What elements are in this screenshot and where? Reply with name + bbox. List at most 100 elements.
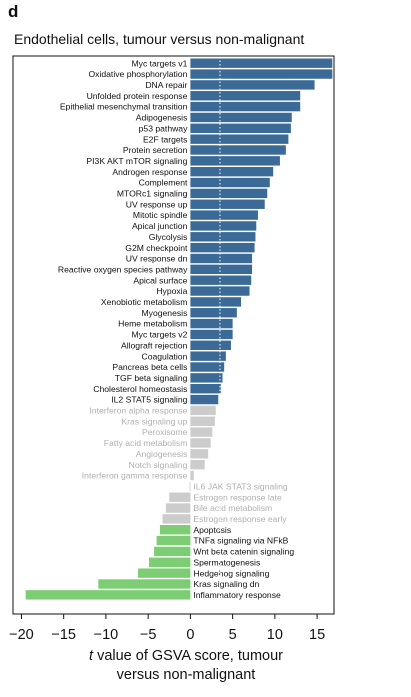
bar-fatty-acid-metabolism [190, 438, 211, 448]
category-label: Spermatogenesis [193, 557, 260, 567]
bar-g2m-checkpoint [190, 242, 255, 253]
bar-adipogenesis [190, 112, 292, 123]
bar-androgen-response [190, 167, 274, 177]
category-label: Adipogenesis [136, 113, 188, 123]
bar-myc-targets-v2 [190, 329, 233, 340]
bar-pancreas-beta-cells [190, 362, 225, 372]
bar-e2f-targets [190, 134, 289, 144]
bar-tgf-beta-signaling [190, 373, 223, 383]
bar-p53-pathway [190, 123, 291, 133]
category-label: Protein secretion [123, 145, 188, 155]
bar-inflammatory-response [25, 590, 191, 600]
category-label: Apoptosis [193, 525, 231, 535]
x-axis-label-line1: t value of GSVA score, tumour [89, 648, 283, 664]
category-label: IL2 STAT5 signaling [111, 395, 187, 405]
category-label: Kras signaling dn [193, 579, 259, 589]
x-axis-label-line2: versus non-malignant [116, 667, 256, 683]
category-label: Interferon alpha response [89, 406, 187, 416]
bar-bile-acid-metabolism [165, 503, 191, 513]
bar-il6-jak-stat3-signaling [189, 481, 191, 492]
bar-xenobiotic-metabolism [190, 297, 242, 307]
bar-dna-repair [190, 80, 315, 90]
category-label: UV response dn [126, 254, 188, 264]
category-label: Hypoxia [156, 286, 187, 296]
category-label: TNFa signaling via NFkB [193, 536, 288, 546]
bar-heme-metabolism [190, 318, 233, 329]
category-label: MTORc1 signaling [117, 189, 188, 199]
category-label: Bile acid metabolism [193, 503, 272, 513]
plot-frame [12, 55, 335, 615]
bar-uv-response-dn [190, 253, 253, 264]
category-label: Unfolded protein response [87, 91, 188, 101]
bar-apical-surface [190, 275, 252, 285]
bar-spermatogenesis [149, 557, 191, 567]
bar-peroxisome [190, 427, 213, 437]
bar-wnt-beta-catenin-signaling [154, 546, 191, 557]
category-label: Inflammatory response [193, 590, 281, 600]
category-label: Wnt beta catenin signaling [193, 547, 294, 557]
bar-glycolysis [190, 232, 256, 242]
category-label: UV response up [126, 199, 188, 209]
category-label: Kras signaling up [121, 416, 187, 426]
bar-notch-signaling [190, 459, 205, 470]
category-label: Myogenesis [142, 308, 188, 318]
category-label: PI3K AKT mTOR signaling [86, 156, 187, 166]
bar-kras-signaling-up [190, 416, 215, 426]
bars-layer [25, 58, 333, 600]
bar-kras-signaling-dn [98, 579, 191, 589]
category-label: Apical junction [132, 221, 188, 231]
x-axis-ticks: −20 −15 −10 −5 0 5 10 15 [9, 614, 325, 643]
bar-tnfa-signaling-via-nfkb [156, 535, 191, 546]
category-label: Cholesterol homeostasis [93, 384, 187, 394]
category-label: Estrogen response early [193, 514, 287, 524]
x-tick-label: −5 [140, 627, 157, 643]
bar-myc-targets-v1 [190, 58, 333, 68]
x-tick-label: 10 [267, 627, 283, 643]
category-label: p53 pathway [139, 123, 188, 133]
category-label: Complement [139, 178, 188, 188]
x-axis-label: t value of GSVA score, tumour versus non… [20, 647, 352, 685]
bar-allograft-rejection [190, 340, 231, 350]
x-tick-label: 5 [229, 627, 237, 643]
category-label: G2M checkpoint [125, 243, 188, 253]
panel-letter: d [8, 2, 19, 21]
category-label: Oxidative phosphorylation [88, 69, 187, 79]
x-tick-label: −10 [94, 627, 119, 643]
bar-apical-junction [190, 221, 257, 231]
bar-oxidative-phosphorylation [190, 69, 333, 79]
bar-unfolded-protein-response [190, 91, 301, 101]
x-tick-label: −15 [51, 627, 76, 643]
category-label: Androgen response [112, 167, 187, 177]
bar-hedgehog-signaling [138, 568, 191, 578]
category-label: Angiogenesis [136, 449, 188, 459]
category-label: DNA repair [145, 80, 187, 90]
bar-apoptosis [159, 525, 191, 535]
category-label: Myc targets v1 [131, 58, 187, 68]
x-tick-label: 0 [186, 627, 194, 643]
category-label: Interferon gamma response [82, 471, 188, 481]
bar-il2-stat5-signaling [190, 394, 219, 405]
bar-epithelial-mesenchymal-transition [190, 101, 301, 112]
category-label: Apical surface [133, 275, 187, 285]
category-label: TGF beta signaling [115, 373, 188, 383]
bar-myogenesis [190, 308, 237, 318]
bar-protein-secretion [190, 145, 286, 155]
bar-uv-response-up [190, 199, 265, 209]
x-axis-label-italic: t [89, 648, 94, 664]
category-label: Epithelial mesenchymal transition [60, 102, 188, 112]
category-label: Allograft rejection [121, 340, 188, 350]
category-label: Notch signaling [129, 460, 188, 470]
bar-cholesterol-homeostasis [190, 384, 221, 394]
bar-hypoxia [190, 286, 250, 296]
bar-estrogen-response-late [169, 492, 191, 502]
bar-pi3k-akt-mtor-signaling [190, 156, 280, 166]
category-label: IL6 JAK STAT3 signaling [193, 481, 287, 491]
bar-complement [190, 177, 270, 188]
category-label: Coagulation [142, 351, 188, 361]
bar-estrogen-response-early [162, 514, 191, 524]
category-label: Heme metabolism [118, 319, 187, 329]
bar-coagulation [190, 351, 226, 361]
category-label: Xenobiotic metabolism [101, 297, 187, 307]
bar-mitotic-spindle [190, 210, 258, 220]
